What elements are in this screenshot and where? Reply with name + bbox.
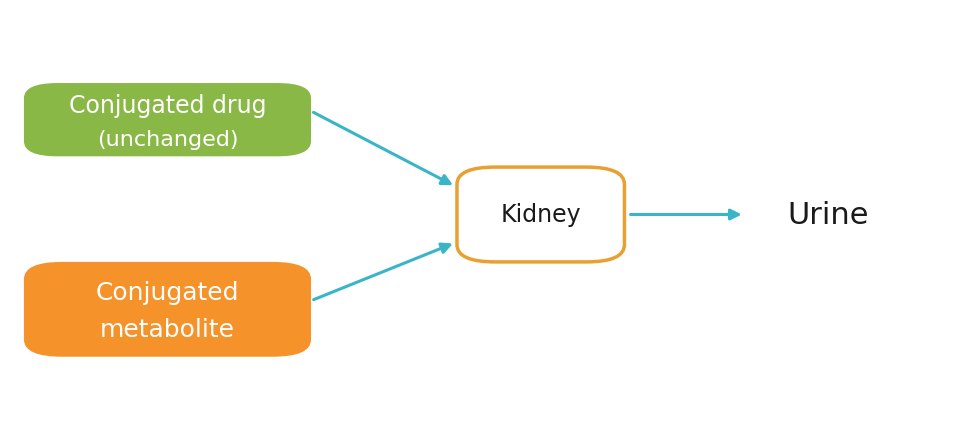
FancyBboxPatch shape <box>457 168 624 262</box>
Text: (unchanged): (unchanged) <box>97 130 238 150</box>
FancyBboxPatch shape <box>24 262 311 357</box>
Text: Conjugated: Conjugated <box>96 280 239 304</box>
Text: Conjugated drug: Conjugated drug <box>69 93 266 117</box>
Text: Urine: Urine <box>787 200 869 230</box>
Text: metabolite: metabolite <box>100 317 235 341</box>
Text: Kidney: Kidney <box>501 203 581 227</box>
FancyBboxPatch shape <box>24 84 311 157</box>
